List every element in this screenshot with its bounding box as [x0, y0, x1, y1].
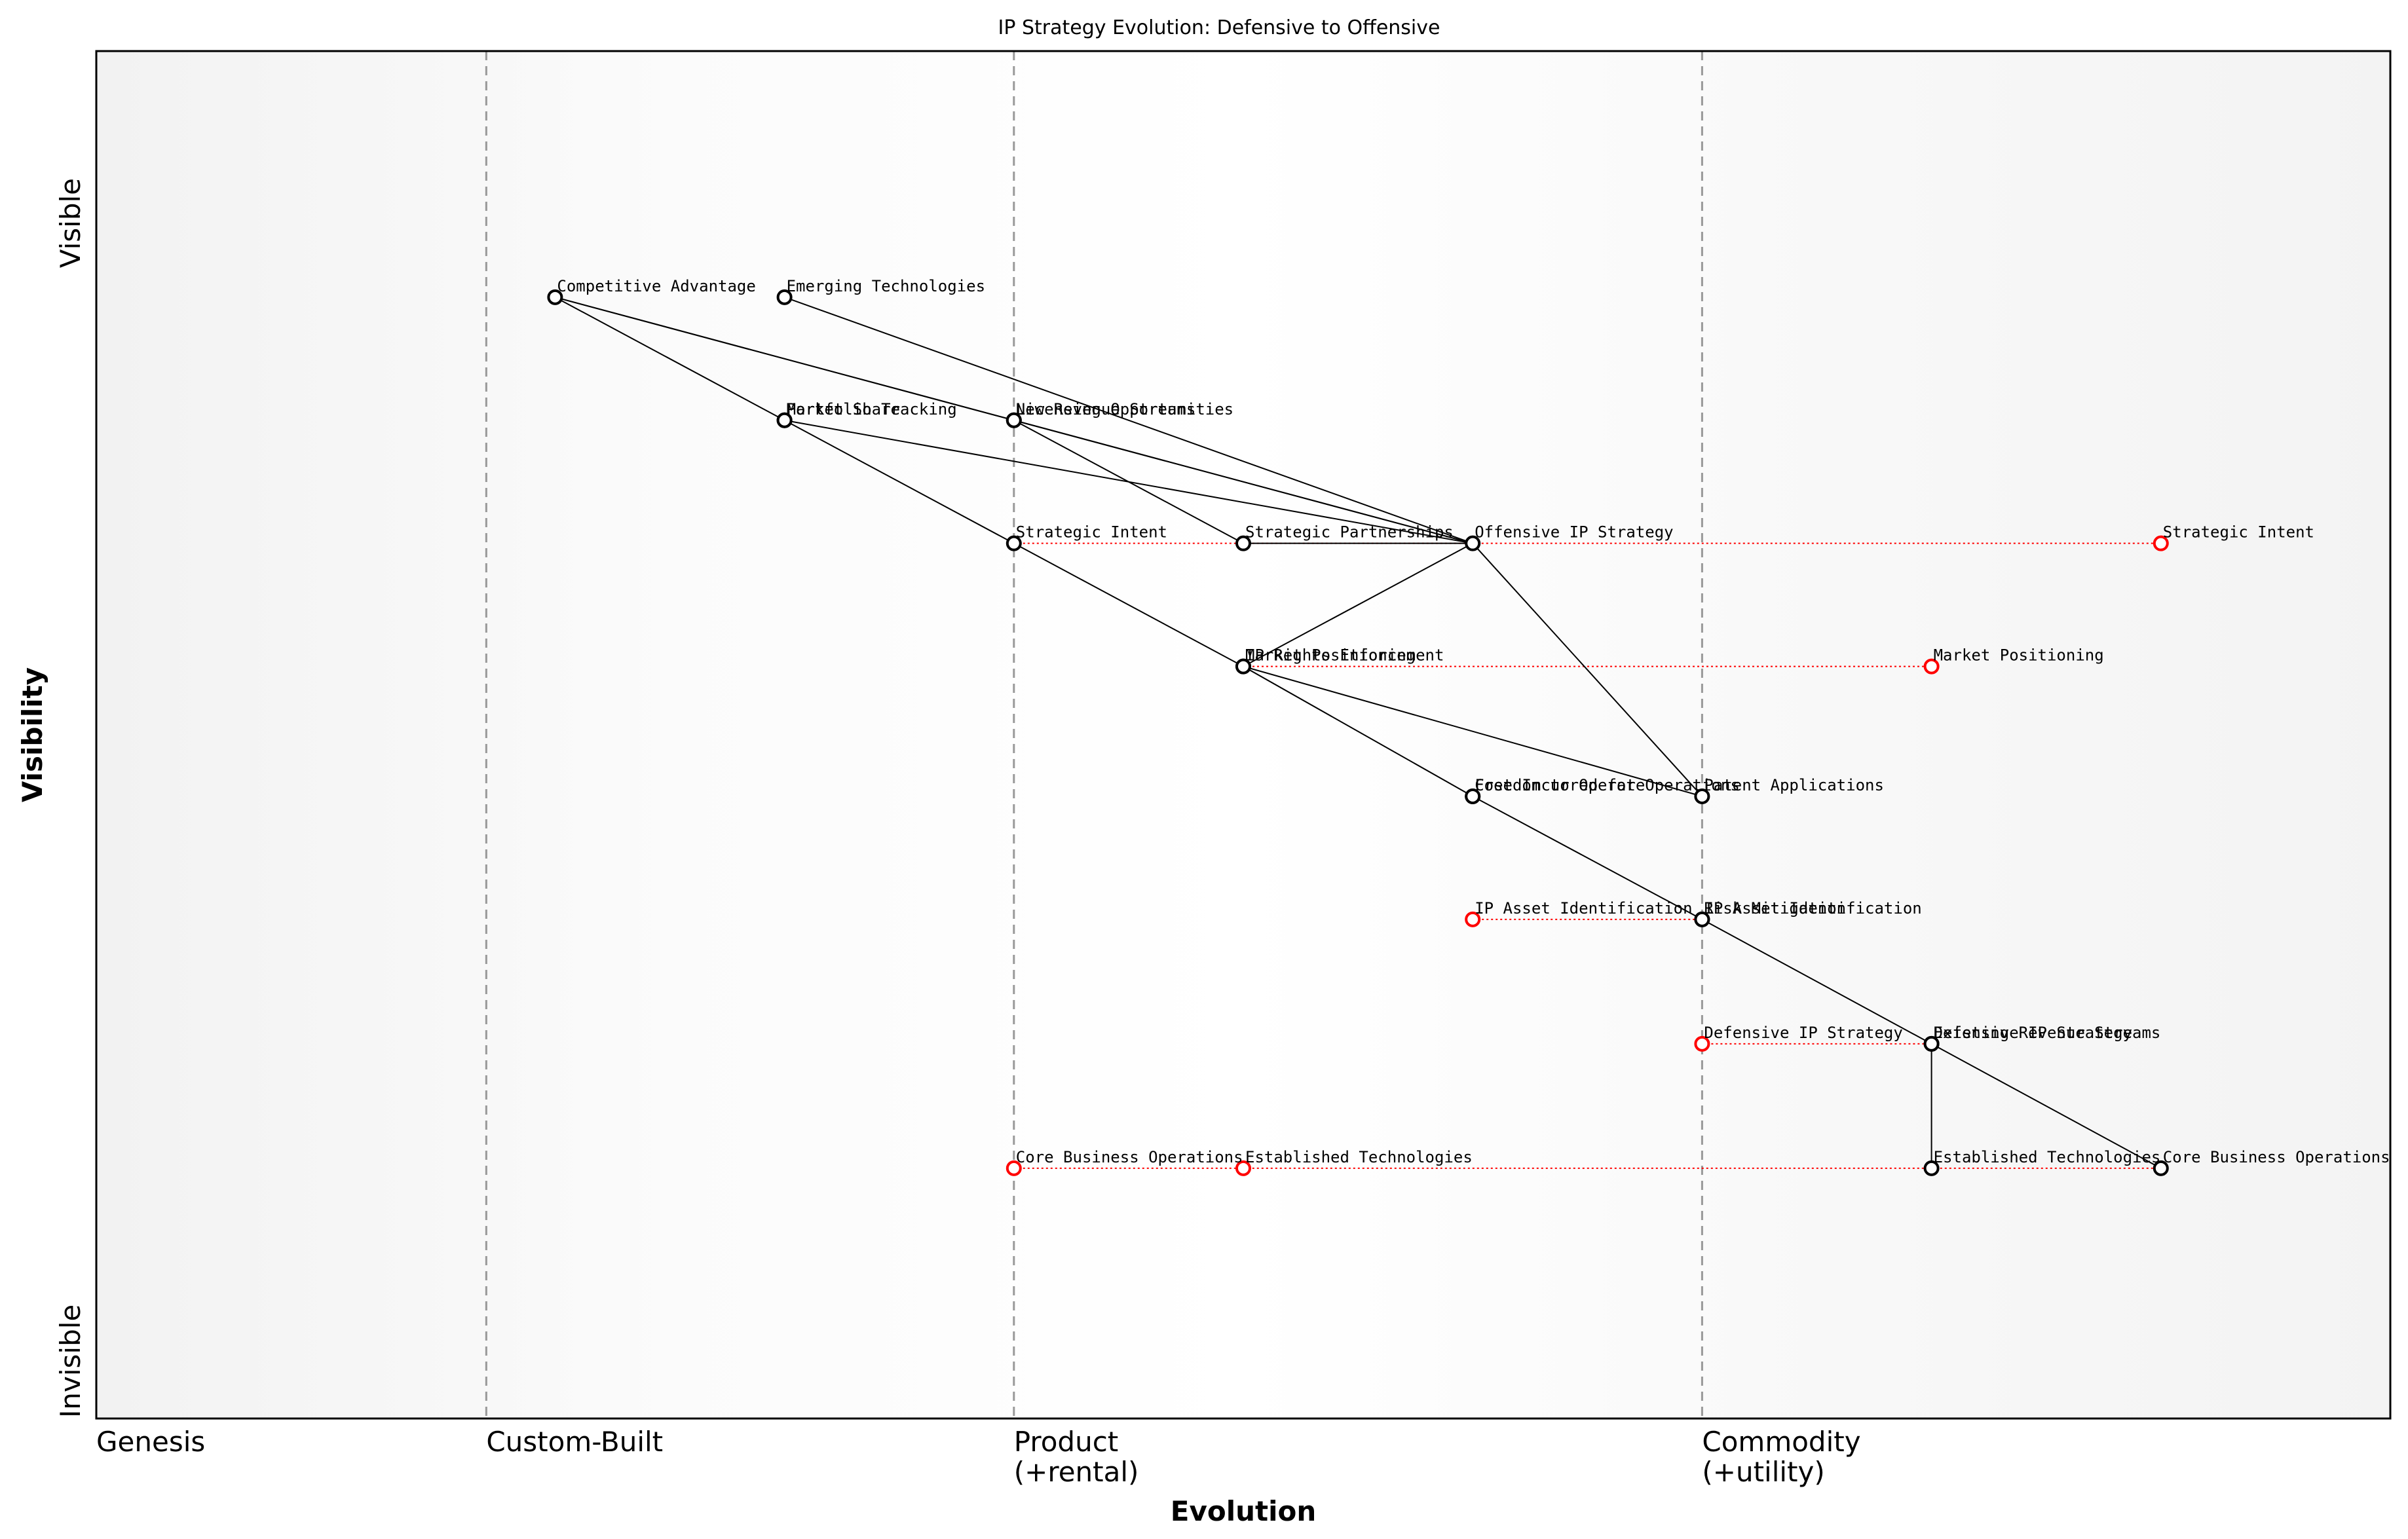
component-labels: Competitive Advantage Emerging Technologi… [557, 277, 2390, 1166]
component-label-cost-incurred-for-operations: Cost Incurred for Operations [1475, 776, 1740, 794]
component-label-core-business-operations-future: Core Business Operations [1016, 1148, 1243, 1166]
component-node-ip-asset-identification-future[interactable] [1465, 911, 1481, 927]
component-label-freedom-to-operate: Freedom to Operate [1475, 776, 1645, 794]
component-node-core-business-operations-future[interactable] [1006, 1160, 1022, 1176]
dependency-link [1931, 1043, 2162, 1169]
dependency-link [1243, 542, 1473, 667]
component-label-offensive-ip-strategy: Offensive IP Strategy [1475, 523, 1673, 542]
component-label-market-share: Market Share [787, 400, 900, 418]
stage-sublabel: (+utility) [1702, 1456, 1824, 1488]
component-label-defensive-ip-strategy: Defensive IP Strategy [1934, 1024, 2132, 1042]
component-label-risk-mitigation: Risk Mitigation [1704, 899, 1846, 918]
component-label-ip-asset-identification-future: IP Asset Identification [1475, 899, 1692, 918]
component-node-licensing-opportunities[interactable] [1006, 412, 1022, 428]
component-label-strategic-intent: Strategic Intent [1016, 523, 1167, 542]
component-node-strategic-intent[interactable] [1006, 535, 1022, 551]
dependency-link [1472, 543, 1703, 797]
stage-label: Commodity [1702, 1426, 1860, 1458]
component-label-core-business-operations: Core Business Operations [2163, 1148, 2390, 1166]
component-label-existing-revenue-streams: Existing Revenue Streams [1934, 1024, 2161, 1042]
component-node-established-technologies[interactable] [1923, 1160, 1940, 1176]
dependency-link [784, 296, 1473, 544]
component-node-cost-incurred-for-operations[interactable] [1465, 788, 1481, 804]
dependency-link [1243, 665, 1703, 797]
component-node-competitive-advantage[interactable] [547, 289, 563, 305]
dependency-link [784, 419, 1015, 544]
x-axis-title: Evolution [1171, 1495, 1316, 1527]
map-title: IP Strategy Evolution: Defensive to Offe… [998, 16, 1440, 39]
component-label-established-technologies: Established Technologies [1934, 1148, 2161, 1166]
component-node-ip-asset-identification[interactable] [1694, 911, 1710, 927]
component-node-offensive-ip-strategy[interactable] [1465, 535, 1481, 551]
component-label-patent-applications: Patent Applications [1704, 776, 1884, 794]
component-node-defensive-ip-strategy-future[interactable] [1694, 1035, 1710, 1052]
component-node-strategic-partnerships[interactable] [1235, 535, 1251, 551]
y-axis-title: Visibility [16, 667, 48, 802]
dependency-link [1013, 542, 1244, 667]
component-label-market-positioning-future: Market Positioning [1934, 646, 2104, 665]
y-axis-top-label: Visible [54, 178, 86, 268]
dependency-link [1013, 419, 1473, 544]
stage-label: Custom-Built [486, 1426, 663, 1458]
dependency-link [554, 296, 785, 421]
component-node-market-positioning-future[interactable] [1923, 658, 1940, 675]
stage-label: Genesis [96, 1426, 205, 1458]
component-node-portfolio-tracking[interactable] [776, 412, 793, 428]
plot-frame [95, 50, 2392, 1420]
component-label-defensive-ip-strategy-future: Defensive IP Strategy [1704, 1024, 1902, 1042]
component-node-patent-applications[interactable] [1694, 788, 1710, 804]
component-label-market-positioning: Market Positioning [1245, 646, 1416, 665]
component-label-strategic-partnerships: Strategic Partnerships [1245, 523, 1454, 542]
component-label-licensing-opportunities: Licensing Opportunities [1016, 400, 1233, 418]
component-label-new-revenue-streams: New Revenue Streams [1016, 400, 1196, 418]
component-nodes [547, 289, 2169, 1176]
y-axis-bottom-label: Invisible [54, 1305, 86, 1418]
component-label-portfolio-tracking: Portfolio Tracking [787, 400, 957, 418]
component-node-established-technologies-future[interactable] [1235, 1160, 1251, 1176]
component-node-strategic-intent-future[interactable] [2153, 535, 2169, 551]
dependency-link [1013, 419, 1244, 544]
component-label-established-technologies-future: Established Technologies [1245, 1148, 1473, 1166]
plot-background [96, 51, 2390, 1418]
dependency-link [1472, 796, 1703, 920]
component-label-ip-asset-identification: IP Asset Identification [1704, 899, 1921, 918]
component-node-emerging-technologies[interactable] [776, 289, 793, 305]
stage-sublabel: (+rental) [1014, 1456, 1139, 1488]
stage-dividers [485, 51, 1703, 1418]
evolution-stage-labels: Genesis Custom-Built Product(+rental) Commo… [96, 1426, 1861, 1488]
component-node-existing-revenue-streams[interactable] [1923, 1035, 1940, 1052]
dependency-link [1243, 665, 1473, 797]
component-links [554, 296, 2162, 1169]
component-label-emerging-technologies: Emerging Technologies [787, 277, 985, 295]
evolution-movements [1013, 542, 2161, 1169]
component-node-core-business-operations[interactable] [2153, 1160, 2169, 1176]
component-label-strategic-intent-future: Strategic Intent [2163, 523, 2314, 542]
stage-label: Product [1014, 1426, 1118, 1458]
component-node-market-positioning[interactable] [1235, 658, 1251, 675]
component-label-competitive-advantage: Competitive Advantage [557, 277, 755, 295]
component-label-ip-rights-enforcement: IP Rights Enforcement [1245, 646, 1444, 665]
dependency-link [1701, 919, 1932, 1045]
